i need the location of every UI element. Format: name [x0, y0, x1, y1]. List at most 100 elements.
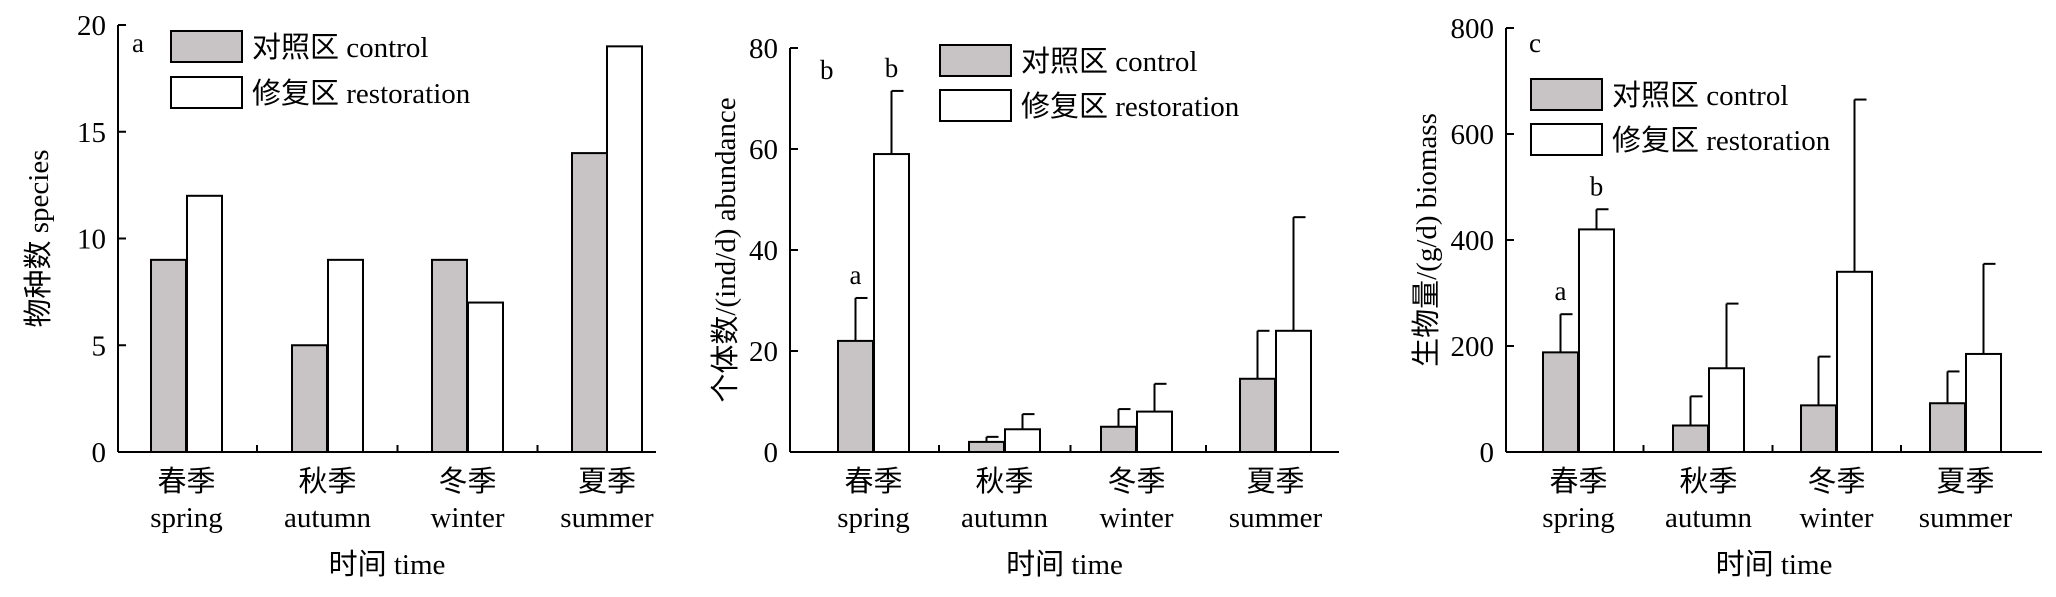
panel-a-ytick-label-1: 5 — [92, 330, 107, 362]
panel-a-xtick-label-3-line-2: winter — [430, 502, 504, 534]
panel-c-xtick-label-2: 秋季 autumn — [1665, 465, 1752, 534]
panel-c-xtick-label-1-line-2: spring — [1542, 502, 1615, 534]
panel-c-letter: c — [1529, 28, 1541, 58]
panel-c-sig-label-s1-1: a — [1555, 276, 1567, 306]
panel-b-sig-label-s1-1: a — [850, 260, 862, 290]
panel-b-ytick-label-4: 80 — [749, 33, 778, 65]
panel-c-legend-label-2: 修复区 restoration — [1612, 124, 1831, 157]
panel-c-y-axis-title: 生物量/(g/d) biomass — [1410, 113, 1443, 367]
panel-a-bar-s2-1 — [186, 194, 223, 454]
panel-b-xtick-label-3-line-2: winter — [1099, 502, 1173, 534]
panel-a-xtick-label-3-line-1: 冬季 — [438, 465, 496, 498]
panel-a-xtick-label-2-line-2: autumn — [284, 502, 371, 534]
panel-c-sig-label-s2-1: b — [1590, 171, 1604, 201]
panel-b-xtick-label-1: 春季 spring — [837, 465, 910, 534]
panel-b-xtick-label-4-line-1: 夏季 — [1246, 465, 1304, 498]
panel-b-ytick-label-2: 40 — [749, 235, 778, 267]
panel-a-legend-swatch-1 — [170, 30, 243, 63]
panel-a-xtick-label-1-line-2: spring — [150, 502, 223, 534]
panel-c-ytick-label-2: 400 — [1451, 225, 1495, 257]
panel-b-legend-swatch-2 — [939, 89, 1012, 122]
panel-b-xtick-label-3-line-1: 冬季 — [1107, 465, 1165, 498]
panel-c-bar-s1-4 — [1929, 402, 1966, 453]
panel-a-xtick-label-1-line-1: 春季 — [157, 465, 215, 498]
panel-c-xtick-label-1: 春季 spring — [1542, 465, 1615, 534]
panel-a-letter: a — [132, 28, 144, 58]
panel-a-ytick-label-2: 10 — [77, 224, 106, 256]
panel-a-x-axis-title: 时间 time — [329, 548, 446, 581]
panel-a-ytick-label-4: 20 — [77, 10, 106, 42]
panel-a-legend-label-2: 修复区 restoration — [252, 77, 471, 110]
panel-c-xtick-label-4-line-1: 夏季 — [1936, 465, 1994, 498]
panel-b-bar-s1-3 — [1100, 425, 1137, 453]
panel-c-ytick-label-0: 0 — [1480, 437, 1495, 469]
panel-a-ytick-label-0: 0 — [92, 437, 107, 469]
panel-a-bar-s2-2 — [327, 258, 364, 453]
panel-b-bar-s1-1 — [837, 339, 874, 453]
panel-b-bar-s2-4 — [1275, 329, 1312, 453]
panel-b-x-axis-title: 时间 time — [1006, 548, 1123, 581]
panel-c-xtick-label-4: 夏季 summer — [1919, 465, 2013, 534]
panel-a-legend-label-1: 对照区 control — [252, 31, 428, 64]
panel-c-ytick-label-1: 200 — [1451, 331, 1495, 363]
panel-c-legend-label-1: 对照区 control — [1612, 79, 1788, 112]
panel-a-xtick-label-2-line-1: 秋季 — [298, 465, 356, 498]
panel-a-xtick-label-1: 春季 spring — [150, 465, 223, 534]
panel-c-xtick-label-1-line-1: 春季 — [1549, 465, 1607, 498]
panel-c-xtick-label-3: 冬季 winter — [1799, 465, 1873, 534]
panel-b-bar-s2-3 — [1136, 410, 1173, 454]
panel-b-ytick-label-0: 0 — [764, 437, 779, 469]
panel-a-bar-s1-1 — [150, 258, 187, 453]
panel-c-bar-s1-3 — [1800, 404, 1837, 453]
panel-c-xtick-label-2-line-2: autumn — [1665, 502, 1752, 534]
panel-a-legend-swatch-2 — [170, 76, 243, 109]
panel-b-xtick-label-4-line-2: summer — [1229, 502, 1323, 534]
panel-c-xtick-label-3-line-2: winter — [1799, 502, 1873, 534]
panel-b-xtick-label-2: 秋季 autumn — [961, 465, 1048, 534]
panel-b-xtick-label-1-line-1: 春季 — [844, 465, 902, 498]
panel-c-ytick-label-4: 800 — [1451, 13, 1495, 45]
panel-c-bar-s2-4 — [1965, 352, 2002, 454]
panel-a-bar-s2-3 — [467, 301, 504, 453]
panel-b-bar-s1-4 — [1239, 377, 1276, 453]
panel-a-xtick-label-4-line-1: 夏季 — [578, 465, 636, 498]
panel-c-ytick-label-3: 600 — [1451, 119, 1495, 151]
panel-c-bar-s2-3 — [1836, 270, 1873, 453]
panel-b-y-axis-title: 个体数/(ind/d) abundance — [709, 97, 742, 402]
panel-a-ytick-label-3: 15 — [77, 117, 106, 149]
panel-b-xtick-label-2-line-2: autumn — [961, 502, 1048, 534]
panel-a-bar-s1-4 — [571, 152, 608, 453]
panel-b-bar-s2-2 — [1004, 428, 1041, 453]
panel-b-letter: b — [820, 55, 834, 85]
panel-c-bar-s2-2 — [1708, 367, 1745, 454]
panel-b-xtick-label-1-line-2: spring — [837, 502, 910, 534]
panel-b-ytick-label-1: 20 — [749, 336, 778, 368]
panel-b-legend-swatch-1 — [939, 44, 1012, 77]
panel-b-bar-s2-1 — [873, 153, 910, 454]
panel-c-bar-s1-2 — [1672, 424, 1709, 453]
panel-c-x-axis-title: 时间 time — [1716, 548, 1833, 581]
panel-a-xtick-label-3: 冬季 winter — [430, 465, 504, 534]
panel-b-xtick-label-2-line-1: 秋季 — [975, 465, 1033, 498]
panel-a-xtick-label-2: 秋季 autumn — [284, 465, 371, 534]
panel-a-bar-s2-4 — [606, 45, 643, 453]
panel-b-sig-label-s2-1: b — [885, 53, 899, 83]
panel-c-xtick-label-3-line-1: 冬季 — [1807, 465, 1865, 498]
panel-c-legend-swatch-1 — [1530, 78, 1603, 111]
panel-a-bar-s1-3 — [431, 258, 468, 453]
panel-a-bar-s1-2 — [291, 344, 328, 453]
panel-c-xtick-label-2-line-1: 秋季 — [1679, 465, 1737, 498]
panel-c-bar-s2-1 — [1578, 228, 1615, 453]
panel-c-bar-s1-1 — [1542, 351, 1579, 453]
panel-b-xtick-label-4: 夏季 summer — [1229, 465, 1323, 534]
panel-c-xtick-label-4-line-2: summer — [1919, 502, 2013, 534]
panel-b-legend-label-1: 对照区 control — [1021, 45, 1197, 78]
panel-b-ytick-label-3: 60 — [749, 134, 778, 166]
panel-b-bar-s1-2 — [968, 440, 1005, 453]
panel-b-legend-label-2: 修复区 restoration — [1021, 90, 1240, 123]
panel-a-xtick-label-4: 夏季 summer — [560, 465, 654, 534]
panel-a-y-axis-title: 物种数 species — [22, 150, 55, 328]
panel-c-legend-swatch-2 — [1530, 123, 1603, 156]
